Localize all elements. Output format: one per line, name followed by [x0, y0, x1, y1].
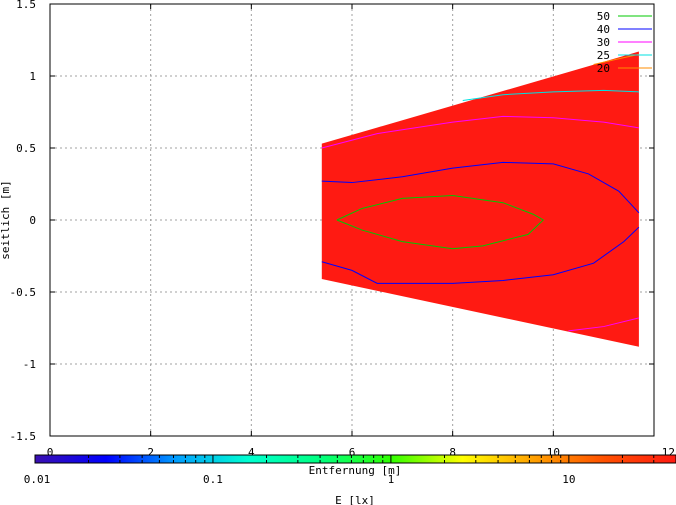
- contour-20: [593, 53, 640, 65]
- contour-25: [462, 89, 639, 101]
- y-tick-label: 0.5: [16, 142, 36, 155]
- contour-30: [321, 115, 639, 149]
- legend-label: 25: [597, 49, 610, 62]
- colorbar: 0.01 0.1 1 10: [24, 454, 676, 486]
- contour-lines: [321, 53, 640, 332]
- colorbar-label: E [lx]: [335, 494, 375, 505]
- y-tick-label: 0: [29, 214, 36, 227]
- contour-50: [336, 195, 545, 250]
- x-axis-ticks: 0 2 4 6 8 10 12: [47, 4, 675, 459]
- y-tick-label: 1.5: [16, 0, 36, 11]
- y-tick-label: -0.5: [10, 286, 37, 299]
- y-tick-label: 1: [29, 70, 36, 83]
- x-tick-label: 0: [47, 446, 54, 459]
- y-axis-label: seitlich [m]: [0, 180, 12, 259]
- y-tick-label: -1: [23, 358, 36, 371]
- contour-40: [321, 226, 640, 284]
- colorbar-tick-label: 0.01: [24, 473, 51, 486]
- colorbar-tick-label: 1: [388, 473, 395, 486]
- colorbar-tick-label: 0.1: [203, 473, 223, 486]
- legend-label: 30: [597, 36, 610, 49]
- y-axis-ticks: 1.5 1 0.5 0 -0.5 -1 -1.5: [10, 0, 654, 443]
- x-tick-label: 2: [147, 446, 154, 459]
- legend-label: 40: [597, 23, 610, 36]
- y-tick-label: -1.5: [10, 430, 37, 443]
- legend-label: 20: [597, 62, 610, 75]
- colorbar-bar: [34, 454, 676, 464]
- x-tick-label: 4: [248, 446, 255, 459]
- x-tick-label: 6: [349, 446, 356, 459]
- legend-label: 50: [597, 10, 610, 23]
- contour-30: [568, 317, 640, 332]
- x-axis-label: Entfernung [m]: [309, 464, 402, 477]
- colorbar-tick-label: 10: [562, 473, 575, 486]
- contour-40: [321, 161, 640, 214]
- x-tick-label: 8: [449, 446, 456, 459]
